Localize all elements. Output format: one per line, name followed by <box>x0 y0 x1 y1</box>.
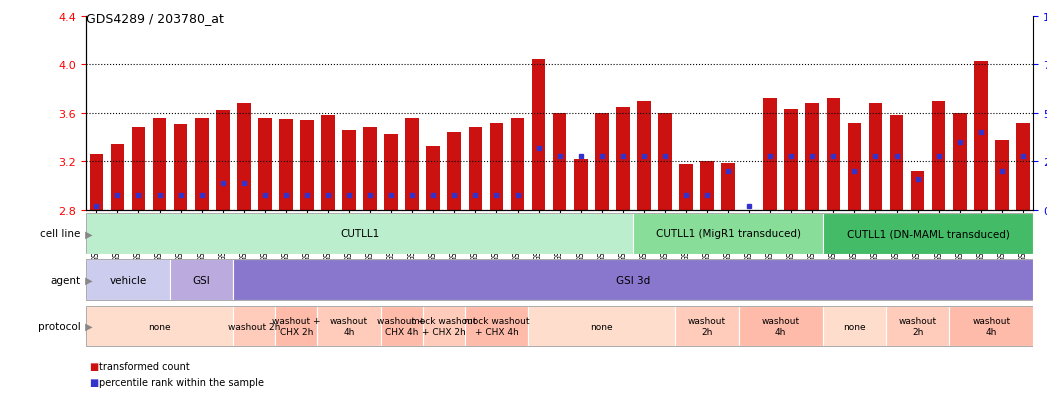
Bar <box>805 104 819 211</box>
Bar <box>932 102 945 211</box>
Bar <box>237 104 250 211</box>
Text: washout 2h: washout 2h <box>228 322 281 331</box>
Text: percentile rank within the sample: percentile rank within the sample <box>99 377 265 387</box>
Text: CUTLL1: CUTLL1 <box>340 229 379 239</box>
Text: mock washout
+ CHX 4h: mock washout + CHX 4h <box>464 317 529 336</box>
Bar <box>595 114 608 211</box>
Bar <box>848 123 862 211</box>
Bar <box>384 134 398 211</box>
Bar <box>616 107 629 211</box>
Bar <box>275 306 317 347</box>
Bar <box>426 146 440 211</box>
Bar <box>174 124 187 211</box>
Bar <box>823 214 1033 254</box>
Text: none: none <box>843 322 866 331</box>
Bar <box>659 114 672 211</box>
Text: washout
4h: washout 4h <box>973 317 1010 336</box>
Bar <box>258 119 271 211</box>
Text: ■: ■ <box>89 377 98 387</box>
Text: agent: agent <box>50 275 81 285</box>
Bar <box>233 306 275 347</box>
Text: cell line: cell line <box>40 229 81 239</box>
Bar <box>216 111 229 211</box>
Bar <box>86 214 633 254</box>
Bar <box>890 116 904 211</box>
Text: CUTLL1 (MigR1 transduced): CUTLL1 (MigR1 transduced) <box>655 229 801 239</box>
Bar <box>86 306 233 347</box>
Text: CUTLL1 (DN-MAML transduced): CUTLL1 (DN-MAML transduced) <box>847 229 1009 239</box>
Bar <box>170 260 233 300</box>
Text: washout
2h: washout 2h <box>688 317 726 336</box>
Bar <box>953 114 966 211</box>
Text: none: none <box>149 322 171 331</box>
Text: protocol: protocol <box>38 321 81 331</box>
Bar <box>90 155 104 211</box>
Bar <box>869 104 883 211</box>
Bar <box>233 260 1033 300</box>
Text: vehicle: vehicle <box>109 275 147 285</box>
Bar <box>886 306 950 347</box>
Bar <box>447 133 461 211</box>
Bar <box>763 99 777 211</box>
Bar <box>280 120 293 211</box>
Bar <box>423 306 465 347</box>
Bar <box>738 306 823 347</box>
Text: ▶: ▶ <box>82 229 92 239</box>
Text: washout +
CHX 4h: washout + CHX 4h <box>378 317 426 336</box>
Text: washout
4h: washout 4h <box>330 317 369 336</box>
Text: washout
2h: washout 2h <box>898 317 937 336</box>
Bar <box>721 163 735 211</box>
Bar <box>342 131 356 211</box>
Bar <box>995 140 1008 211</box>
Bar <box>532 60 545 211</box>
Text: washout +
CHX 2h: washout + CHX 2h <box>272 317 320 336</box>
Text: GDS4289 / 203780_at: GDS4289 / 203780_at <box>86 12 224 25</box>
Text: none: none <box>591 322 614 331</box>
Bar <box>700 162 714 211</box>
Bar <box>511 119 525 211</box>
Bar <box>465 306 528 347</box>
Bar <box>363 128 377 211</box>
Text: washout
4h: washout 4h <box>761 317 800 336</box>
Bar <box>469 128 483 211</box>
Text: mock washout
+ CHX 2h: mock washout + CHX 2h <box>411 317 476 336</box>
Bar <box>633 214 823 254</box>
Bar <box>675 306 738 347</box>
Bar <box>826 99 840 211</box>
Text: ▶: ▶ <box>82 275 92 285</box>
Bar <box>574 160 587 211</box>
Text: ■: ■ <box>89 361 98 371</box>
Bar <box>680 164 693 211</box>
Bar <box>317 306 381 347</box>
Bar <box>490 123 504 211</box>
Bar <box>637 102 650 211</box>
Text: ▶: ▶ <box>82 321 92 331</box>
Bar <box>823 306 886 347</box>
Text: GSI 3d: GSI 3d <box>617 275 650 285</box>
Bar <box>86 260 170 300</box>
Bar <box>528 306 675 347</box>
Bar <box>950 306 1033 347</box>
Bar <box>381 306 423 347</box>
Bar <box>300 121 314 211</box>
Bar <box>405 119 419 211</box>
Bar <box>321 116 335 211</box>
Bar <box>911 172 925 211</box>
Bar <box>784 110 798 211</box>
Bar <box>195 119 208 211</box>
Bar <box>132 128 146 211</box>
Text: transformed count: transformed count <box>99 361 191 371</box>
Bar <box>1016 123 1029 211</box>
Bar <box>974 62 987 211</box>
Bar <box>553 114 566 211</box>
Bar <box>153 119 166 211</box>
Text: GSI: GSI <box>193 275 210 285</box>
Bar <box>111 145 125 211</box>
